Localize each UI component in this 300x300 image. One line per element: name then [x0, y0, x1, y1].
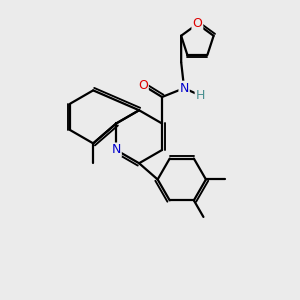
Text: O: O	[192, 17, 202, 31]
Text: H: H	[196, 89, 205, 102]
Text: O: O	[138, 79, 148, 92]
Text: N: N	[112, 143, 121, 157]
Text: N: N	[179, 82, 189, 95]
